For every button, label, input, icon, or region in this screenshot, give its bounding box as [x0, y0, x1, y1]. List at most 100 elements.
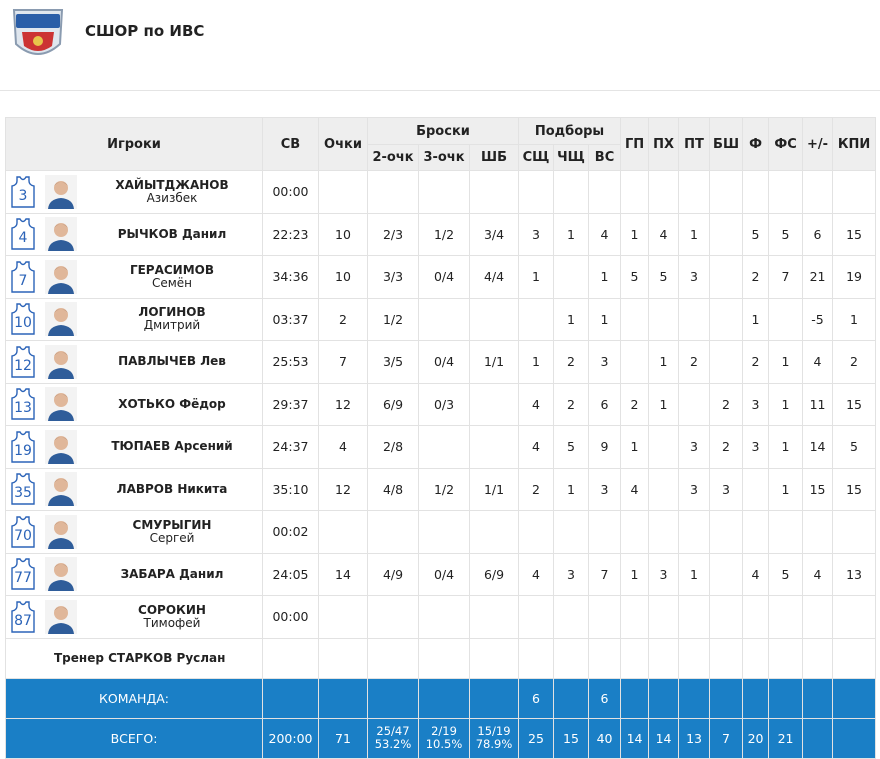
stat-cell [620, 297, 650, 341]
stat-cell: 3 [709, 467, 744, 511]
jersey-icon: 77 [11, 558, 35, 590]
stat-value: 1/2 [433, 226, 455, 242]
player-name: ГЕРАСИМОВ Семён [82, 263, 262, 290]
empty-cell [802, 637, 834, 679]
column-header: 3-очк [418, 144, 470, 171]
stat-value: 2 [751, 354, 760, 370]
stat-value: 5 [781, 566, 790, 582]
player-row: 4 РЫЧКОВ Данил 22:23 10 2/3 1/2 3/4 3 1 4 1 4 1 5 5 6 15 [5, 212, 877, 256]
empty-cell [318, 637, 368, 679]
stat-cell: 6 [518, 677, 554, 719]
stat-value: 1 [850, 311, 858, 327]
player-row: 12 ПАВЛЫЧЕВ Лев 25:53 7 3/5 0/4 1/1 1 2 3 1 2 2 1 4 2 [5, 340, 877, 384]
stat-value: 11 [809, 396, 826, 412]
stat-cell [620, 340, 650, 384]
jersey: 13 [6, 388, 40, 420]
stat-cell: 1 [587, 255, 622, 299]
stat-cell: 10 [318, 212, 368, 256]
photo [40, 217, 82, 252]
stat-cell: 1 [678, 552, 711, 596]
stat-value: 25/47 [376, 724, 410, 738]
stat-percent: 78.9% [475, 737, 513, 751]
stat-cell: 5 [620, 255, 650, 299]
player-wrap: 70 СМУРЫГИН Сергей [6, 511, 262, 552]
player-wrap: 3 ХАЙЫТДЖАНОВ Азизбек [6, 171, 262, 212]
stat-cell: 35:10 [262, 467, 319, 511]
stat-value: 1 [567, 481, 575, 497]
stat-value: 3 [690, 269, 698, 285]
stat-cell: 3 [742, 425, 770, 469]
stat-cell: 4 [802, 552, 834, 596]
stat-value: 7 [600, 566, 609, 582]
stat-cell: 3/4 [469, 212, 519, 256]
stat-value: 5 [630, 269, 639, 285]
jersey-number: 13 [14, 400, 32, 416]
column-header: СЩ [518, 144, 554, 171]
stat-cell [802, 170, 834, 214]
player-cell: 3 ХАЙЫТДЖАНОВ Азизбек [5, 170, 263, 214]
stat-value: 1 [781, 396, 790, 412]
stat-cell [742, 510, 770, 554]
stat-cell [832, 510, 877, 554]
stat-cell [709, 212, 744, 256]
stat-value: 1/1 [483, 481, 505, 497]
player-cell: 13 ХОТЬКО Фёдор [5, 382, 263, 426]
stat-cell [648, 170, 680, 214]
stat-value: 0/3 [433, 396, 455, 412]
player-wrap: 7 ГЕРАСИМОВ Семён [6, 256, 262, 297]
stat-cell: 1/2 [367, 297, 419, 341]
stat-cell [832, 717, 877, 759]
stat-value: 4 [339, 439, 347, 455]
empty-cell [367, 637, 419, 679]
stat-value: 14 [335, 566, 351, 582]
column-header: ФС [768, 117, 804, 171]
stat-cell [648, 425, 680, 469]
player-cell: 35 ЛАВРОВ Никита [5, 467, 263, 511]
empty-cell [742, 637, 770, 679]
stat-value: 2 [850, 354, 858, 370]
stat-cell: 4 [518, 425, 554, 469]
coach-name: Тренер СТАРКОВ Руслан [54, 651, 226, 665]
stat-value: 2/19 [431, 724, 457, 738]
team-row: КОМАНДА: 6 6 [5, 677, 877, 719]
stat-cell [709, 340, 744, 384]
stat-value: 4 [813, 566, 822, 582]
column-header: КПИ [832, 117, 877, 171]
stat-value: 20 [747, 730, 764, 746]
stat-cell [768, 510, 804, 554]
stat-value: 15/19 [477, 724, 511, 738]
column-header: Ф [742, 117, 770, 171]
stat-value: 13 [846, 566, 862, 582]
stat-cell: 40 [587, 717, 622, 759]
stat-cell [469, 595, 519, 639]
stat-cell: 1 [832, 297, 877, 341]
player-cell: 87 СОРОКИН Тимофей [5, 595, 263, 639]
stat-cell [709, 170, 744, 214]
stat-cell: 3 [742, 382, 770, 426]
stat-cell: 0/4 [418, 255, 470, 299]
stat-cell: 1 [742, 297, 770, 341]
stat-value: 4 [813, 354, 822, 370]
stat-cell [648, 595, 680, 639]
stat-cell: 15 [832, 382, 877, 426]
header-row: 2-очк 3-очк ШБ СЩ ЧЩ ВС [6, 144, 876, 171]
player-full-name: ХОТЬКО Фёдор [118, 396, 226, 411]
stat-cell: 7 [587, 552, 622, 596]
player-surname: СМУРЫГИН [132, 517, 212, 532]
stat-cell: 24:37 [262, 425, 319, 469]
stat-cell: 3 [678, 467, 711, 511]
stat-cell: 3 [648, 552, 680, 596]
column-group-header: Броски [367, 117, 519, 145]
stat-cell: 15/19 78.9% [469, 717, 519, 759]
stat-cell [318, 595, 368, 639]
stat-value: 3 [532, 226, 540, 242]
jersey-number: 4 [19, 230, 28, 246]
stat-cell: 4 [518, 382, 554, 426]
player-wrap: 77 ЗАБАРА Данил [6, 554, 262, 595]
stat-cell: 5 [648, 255, 680, 299]
stat-cell: 3/3 [367, 255, 419, 299]
stat-value: 40 [596, 730, 613, 746]
stat-value: 2 [722, 396, 730, 412]
stat-value: -5 [811, 311, 824, 327]
stat-cell: 1 [768, 467, 804, 511]
